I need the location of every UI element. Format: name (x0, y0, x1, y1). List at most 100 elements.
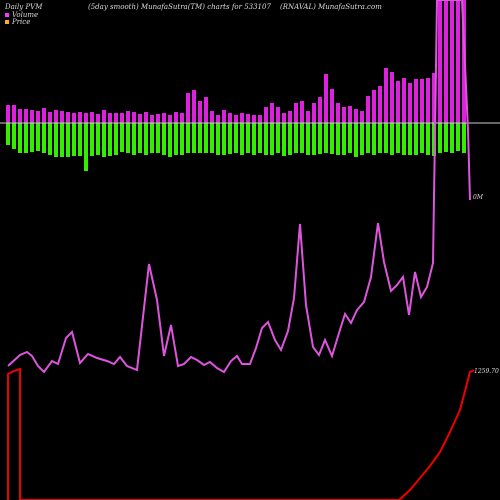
volume-bar-down (12, 123, 16, 149)
volume-bar-up (180, 113, 184, 123)
legend-label-volume: Volume (12, 11, 39, 19)
volume-bar-down (72, 123, 76, 156)
volume-bar-up (78, 112, 82, 123)
volume-bar-down (360, 123, 364, 155)
volume-bar-up (324, 74, 328, 123)
volume-bar-down (18, 123, 22, 153)
volume-bar-down (264, 123, 268, 155)
volume-bar-down (288, 123, 292, 155)
volume-bar-up (300, 101, 304, 123)
volume-bar-down (30, 123, 34, 152)
volume-bar-up (114, 113, 118, 123)
volume-bar-down (144, 123, 148, 155)
volume-bar-down (180, 123, 184, 155)
volume-bar-down (366, 123, 370, 153)
volume-bar-up (162, 113, 166, 123)
volume-bar-up (426, 78, 430, 123)
volume-bar-down (426, 123, 430, 155)
volume-bar-up (390, 72, 394, 123)
volume-bar-down (42, 123, 46, 153)
volume-bar-down (222, 123, 226, 155)
volume-bar-up (174, 112, 178, 123)
volume-bar-down (258, 123, 262, 153)
volume-bar-down (192, 123, 196, 153)
volume-bar-down (156, 123, 160, 153)
price-axis-label: 1259.70 (474, 368, 499, 375)
volume-bar-up (234, 115, 238, 123)
volume-bar-down (402, 123, 406, 155)
volume-bar-down (24, 123, 28, 153)
volume-bar-down (132, 123, 136, 155)
volume-bar-up (12, 105, 16, 123)
chart-title-left: Daily PVM (5, 3, 43, 11)
volume-bar-up (132, 112, 136, 123)
volume-bars-down (6, 123, 466, 171)
volume-bar-up (360, 111, 364, 123)
volume-bar-up (420, 79, 424, 123)
volume-bar-down (312, 123, 316, 155)
volume-bar-down (36, 123, 40, 151)
volume-bar-down (396, 123, 400, 153)
volume-bar-up (48, 112, 52, 123)
volume-bar-down (390, 123, 394, 155)
volume-bar-up (276, 107, 280, 123)
volume-bar-up (366, 96, 370, 123)
volume-bar-up (24, 109, 28, 123)
volume-bar-up (330, 89, 334, 123)
volume-bar-up (378, 86, 382, 123)
volume-bar-up (72, 113, 76, 123)
volume-bar-down (246, 123, 250, 153)
volume-bar-up (66, 112, 70, 123)
volume-bar-down (462, 123, 466, 153)
volume-bar-up (252, 115, 256, 123)
volume-bar-down (228, 123, 232, 154)
volume-bar-up (306, 111, 310, 123)
volume-bar-up (138, 114, 142, 123)
volume-bar-down (456, 123, 460, 151)
volume-bar-down (108, 123, 112, 156)
volume-bar-up (204, 97, 208, 123)
volume-bar-up (150, 115, 154, 123)
volume-bar-up (282, 113, 286, 123)
volume-bar-down (450, 123, 454, 153)
volume-bar-down (324, 123, 328, 153)
volume-bar-up (108, 113, 112, 123)
volume-bar-down (186, 123, 190, 153)
volume-bar-down (420, 123, 424, 153)
volume-bar-down (204, 123, 208, 153)
volume-bar-down (60, 123, 64, 157)
volume-bar-down (96, 123, 100, 155)
volume-bar-down (150, 123, 154, 153)
volume-bar-up (222, 110, 226, 123)
volume-bar-down (210, 123, 214, 153)
volume-bar-down (162, 123, 166, 155)
volume-bar-up (318, 97, 322, 123)
volume-bar-up (96, 114, 100, 123)
volume-bar-up (126, 111, 130, 123)
volume-bar-down (384, 123, 388, 153)
volume-bar-up (258, 115, 262, 123)
volume-bar-down (372, 123, 376, 155)
legend-swatch-price (5, 20, 9, 24)
volume-bar-up (42, 108, 46, 123)
chart-title-mid: (5day smooth) MunafaSutra(TM) charts for… (88, 3, 271, 11)
legend-swatch-volume (5, 13, 9, 17)
volume-bar-down (54, 123, 58, 157)
volume-bar-down (294, 123, 298, 153)
legend-price: Price (5, 18, 30, 26)
volume-bar-up (432, 73, 436, 123)
legend-volume: Volume (5, 11, 38, 19)
volume-bar-down (276, 123, 280, 153)
volume-bar-up (144, 112, 148, 123)
volume-bar-down (114, 123, 118, 155)
volume-bar-down (444, 123, 448, 152)
volume-bar-down (90, 123, 94, 156)
chart-title-right: (RNAVAL) MunafaSutra.com (280, 3, 382, 11)
volume-bar-up (210, 111, 214, 123)
volume-bar-down (168, 123, 172, 157)
volume-bar-up (264, 107, 268, 123)
volume-bar-up (60, 111, 64, 123)
volume-bar-down (102, 123, 106, 157)
volume-bars-up (6, 0, 466, 123)
